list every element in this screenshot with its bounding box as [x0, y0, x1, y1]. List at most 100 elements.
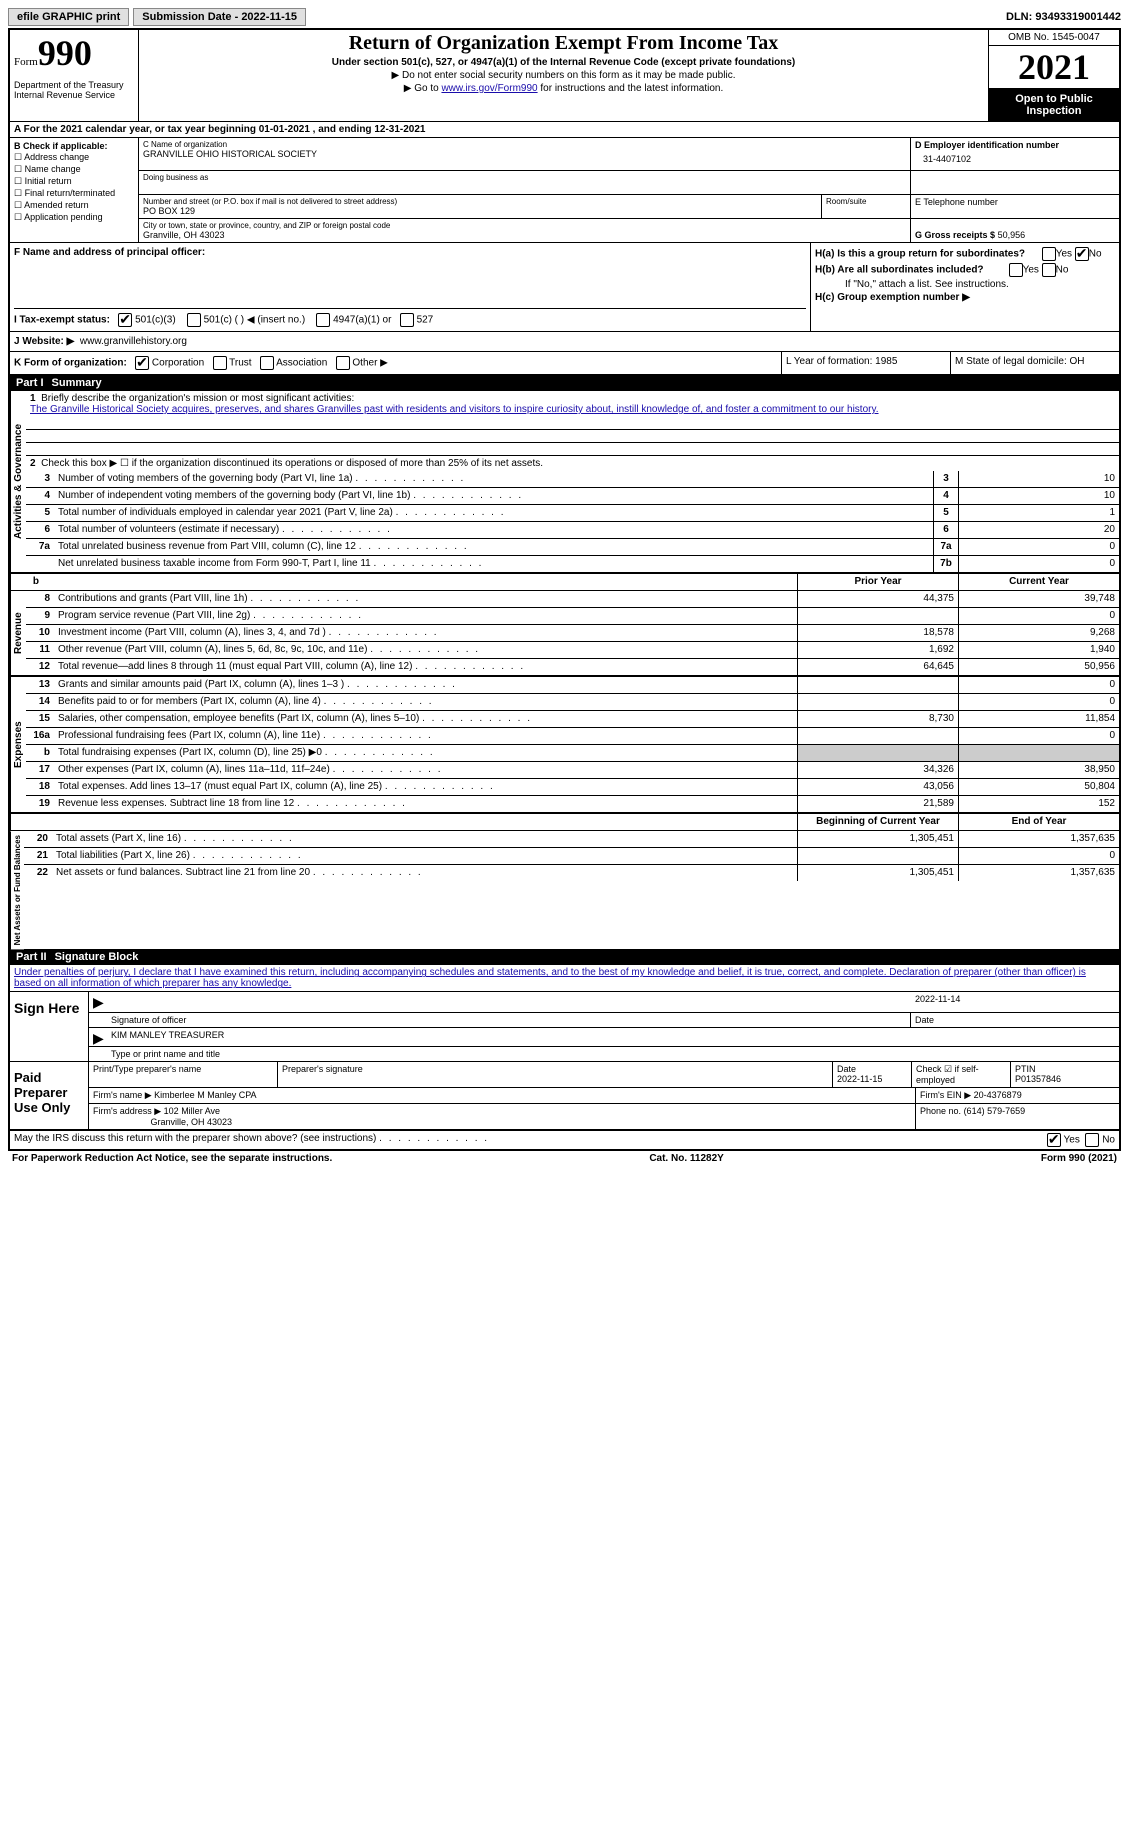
section-bc: B Check if applicable: ☐ Address change …: [10, 138, 1119, 243]
col-b-label: B Check if applicable:: [14, 141, 134, 151]
footer-center: Cat. No. 11282Y: [649, 1153, 723, 1164]
summary-row: 16a Professional fundraising fees (Part …: [26, 728, 1119, 745]
governance-label: Activities & Governance: [10, 391, 26, 572]
prior-year-header: Prior Year: [797, 574, 958, 590]
m-state: M State of legal domicile: OH: [951, 352, 1119, 374]
part1-header: Part I Summary: [10, 375, 1119, 391]
cb-501c3[interactable]: [118, 313, 132, 327]
irs-link[interactable]: www.irs.gov/Form990: [441, 83, 537, 94]
cb-other[interactable]: [336, 356, 350, 370]
h-b-note: If "No," attach a list. See instructions…: [815, 279, 1115, 290]
note-link: ▶ Go to www.irs.gov/Form990 for instruct…: [147, 83, 980, 94]
current-value: 1,357,635: [958, 831, 1119, 847]
l-year: L Year of formation: 1985: [782, 352, 951, 374]
prior-value: 18,578: [797, 625, 958, 641]
summary-row: 11 Other revenue (Part VIII, column (A),…: [26, 642, 1119, 659]
city-cell: City or town, state or province, country…: [139, 219, 911, 242]
cb-501c[interactable]: [187, 313, 201, 327]
gross-cell: G Gross receipts $ 50,956: [911, 219, 1119, 242]
perjury-declaration: Under penalties of perjury, I declare th…: [10, 965, 1119, 992]
expenses-label: Expenses: [10, 677, 26, 812]
prior-value: 44,375: [797, 591, 958, 607]
sig-date-value: 2022-11-14: [911, 992, 1119, 1012]
prior-value: [797, 728, 958, 744]
cb-assoc[interactable]: [260, 356, 274, 370]
note-privacy: ▶ Do not enter social security numbers o…: [147, 70, 980, 81]
street-address: PO BOX 129: [143, 206, 817, 216]
row-i: I Tax-exempt status: 501(c)(3) 501(c) ( …: [14, 308, 806, 327]
netassets-label: Net Assets or Fund Balances: [10, 831, 24, 949]
summary-row: 9 Program service revenue (Part VIII, li…: [26, 608, 1119, 625]
hb-yes[interactable]: [1009, 263, 1023, 277]
discuss-no[interactable]: [1085, 1133, 1099, 1147]
h-c: H(c) Group exemption number ▶: [815, 292, 1115, 303]
cb-amended: ☐ Amended return: [14, 200, 134, 211]
netassets-section: Net Assets or Fund Balances 20 Total ass…: [10, 831, 1119, 949]
revenue-label: Revenue: [10, 591, 26, 675]
org-name: GRANVILLE OHIO HISTORICAL SOCIETY: [143, 149, 906, 159]
row-k: K Form of organization: Corporation Trus…: [10, 352, 1119, 375]
sign-here-grid: Sign Here ▶ 2022-11-14 Signature of offi…: [10, 992, 1119, 1062]
ha-yes[interactable]: [1042, 247, 1056, 261]
form-header: Form990 Department of the Treasury Inter…: [10, 30, 1119, 122]
paid-preparer-label: Paid Preparer Use Only: [10, 1062, 89, 1129]
revenue-section: Revenue 8 Contributions and grants (Part…: [10, 591, 1119, 677]
summary-row: 4 Number of independent voting members o…: [26, 488, 1119, 505]
ptin-cell: PTINP01357846: [1011, 1062, 1119, 1087]
city-value: Granville, OH 43023: [143, 230, 906, 240]
sig-officer-label: Signature of officer: [107, 1013, 911, 1027]
current-value: 152: [958, 796, 1119, 812]
expenses-section: Expenses 13 Grants and similar amounts p…: [10, 677, 1119, 814]
form-number: Form990: [14, 32, 134, 74]
efile-print-button[interactable]: efile GRAPHIC print: [8, 8, 129, 26]
row-value: 0: [958, 556, 1119, 572]
prior-value: 1,305,451: [797, 865, 958, 881]
prior-value: 64,645: [797, 659, 958, 675]
netassets-headers-row: Beginning of Current Year End of Year: [10, 814, 1119, 831]
firm-phone-cell: Phone no. (614) 579-7659: [916, 1104, 1119, 1129]
ha-no[interactable]: [1075, 247, 1089, 261]
header-left: Form990 Department of the Treasury Inter…: [10, 30, 139, 121]
cb-corp[interactable]: [135, 356, 149, 370]
cb-trust[interactable]: [213, 356, 227, 370]
prior-value: [797, 608, 958, 624]
signature-section: Under penalties of perjury, I declare th…: [10, 965, 1119, 1149]
row-a-calendar: A For the 2021 calendar year, or tax yea…: [10, 122, 1119, 138]
prior-value: 1,305,451: [797, 831, 958, 847]
row-value: 10: [958, 471, 1119, 487]
summary-row: 21 Total liabilities (Part X, line 26) 0: [24, 848, 1119, 865]
prior-value: [797, 848, 958, 864]
submission-date-button[interactable]: Submission Date - 2022-11-15: [133, 8, 306, 26]
current-value: 0: [958, 608, 1119, 624]
col-cd: C Name of organization GRANVILLE OHIO HI…: [139, 138, 1119, 242]
prior-value: [797, 745, 958, 761]
org-name-cell: C Name of organization GRANVILLE OHIO HI…: [139, 138, 911, 170]
summary-row: 6 Total number of volunteers (estimate i…: [26, 522, 1119, 539]
cb-4947[interactable]: [316, 313, 330, 327]
cb-initial: ☐ Initial return: [14, 176, 134, 187]
cb-527[interactable]: [400, 313, 414, 327]
h-b: H(b) Are all subordinates included? Yes …: [815, 263, 1115, 277]
form-title: Return of Organization Exempt From Incom…: [147, 32, 980, 55]
current-value: 50,804: [958, 779, 1119, 795]
form-container: Form990 Department of the Treasury Inter…: [8, 28, 1121, 1151]
website-value: www.granvillehistory.org: [80, 336, 187, 347]
row-value: 1: [958, 505, 1119, 521]
dln-text: DLN: 93493319001442: [1006, 11, 1121, 23]
current-value: 0: [958, 694, 1119, 710]
summary-row: 3 Number of voting members of the govern…: [26, 471, 1119, 488]
current-value: 0: [958, 728, 1119, 744]
hb-no[interactable]: [1042, 263, 1056, 277]
k-form-org: K Form of organization: Corporation Trus…: [10, 352, 782, 374]
cb-address: ☐ Address change: [14, 152, 134, 163]
q2: 2 Check this box ▶ ☐ if the organization…: [26, 456, 1119, 471]
col-h: H(a) Is this a group return for subordin…: [811, 243, 1119, 331]
current-value: 38,950: [958, 762, 1119, 778]
end-year-header: End of Year: [958, 814, 1119, 830]
discuss-yes[interactable]: [1047, 1133, 1061, 1147]
summary-row: 18 Total expenses. Add lines 13–17 (must…: [26, 779, 1119, 796]
department-text: Department of the Treasury Internal Reve…: [14, 80, 134, 100]
firm-name-cell: Firm's name ▶ Kimberlee M Manley CPA: [89, 1088, 916, 1103]
dba-cell: Doing business as: [139, 171, 911, 194]
tax-year: 2021: [989, 46, 1119, 89]
